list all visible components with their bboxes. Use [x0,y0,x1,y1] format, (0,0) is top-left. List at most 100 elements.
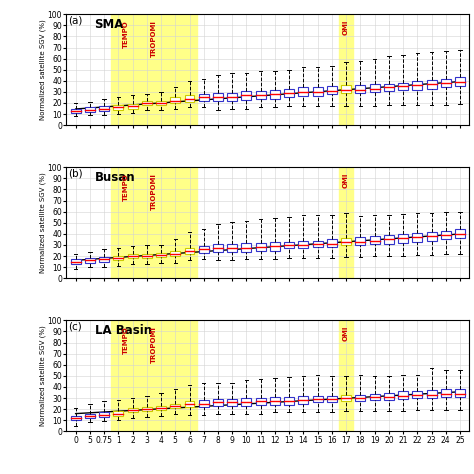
Bar [455,229,465,238]
Bar [140,320,168,431]
Bar [111,14,140,125]
Bar [170,403,180,408]
Bar [412,233,422,242]
Bar [170,98,180,103]
Text: OMI: OMI [343,20,349,35]
Text: Busan: Busan [94,171,135,183]
Bar [339,320,353,431]
Bar [199,400,209,407]
Bar [213,244,223,252]
Y-axis label: Normalized satellite SGV (%): Normalized satellite SGV (%) [40,173,46,273]
Bar [71,259,81,264]
Bar [327,396,337,402]
Bar [156,253,166,257]
Bar [441,230,451,239]
Bar [170,251,180,256]
Bar [168,14,197,125]
Bar [341,238,351,245]
Bar [441,79,451,87]
Bar [213,93,223,101]
Bar [370,236,380,244]
Bar [111,167,140,278]
Bar [339,167,353,278]
Bar [427,80,437,89]
Bar [412,392,422,398]
Bar [241,243,251,252]
Bar [299,396,309,403]
Bar [199,94,209,101]
Bar [128,104,137,109]
Bar [255,91,265,99]
Text: TEMPO: TEMPO [122,20,128,47]
Bar [327,239,337,247]
Bar [184,248,194,254]
Bar [327,86,337,94]
Bar [339,14,353,125]
Bar [455,77,465,86]
Bar [341,85,351,93]
Bar [99,412,109,417]
Bar [299,240,309,248]
Bar [227,399,237,406]
Text: LA Basin: LA Basin [94,324,152,337]
Bar [384,392,394,400]
Text: TEMPO: TEMPO [122,326,128,354]
Y-axis label: Normalized satellite SGV (%): Normalized satellite SGV (%) [40,326,46,426]
Bar [313,240,323,247]
Bar [398,392,408,399]
Bar [99,106,109,111]
Bar [313,87,323,96]
Text: TROPOMI: TROPOMI [151,326,157,363]
Bar [341,395,351,401]
Bar [255,398,265,405]
Bar [111,320,140,431]
Bar [184,401,194,407]
Bar [441,389,451,397]
Text: TROPOMI: TROPOMI [151,173,157,210]
Bar [412,81,422,90]
Bar [270,90,280,99]
Bar [313,396,323,402]
Bar [142,254,152,258]
Text: OMI: OMI [343,173,349,188]
Bar [384,235,394,244]
Bar [299,87,309,96]
Bar [71,109,81,113]
Bar [227,93,237,101]
Bar [140,167,168,278]
Y-axis label: Normalized satellite SGV (%): Normalized satellite SGV (%) [40,19,46,120]
Text: TROPOMI: TROPOMI [151,20,157,56]
Bar [85,414,95,418]
Bar [241,91,251,100]
Bar [284,242,294,248]
Bar [140,14,168,125]
Bar [85,108,95,112]
Bar [227,244,237,252]
Bar [71,416,81,420]
Bar [113,105,123,109]
Bar [427,232,437,240]
Text: (a): (a) [68,15,83,25]
Bar [168,167,197,278]
Bar [113,411,123,416]
Bar [128,408,137,412]
Text: (b): (b) [68,168,83,178]
Bar [455,389,465,397]
Bar [356,395,365,401]
Bar [113,256,123,261]
Bar [370,393,380,400]
Bar [142,101,152,105]
Bar [128,254,137,258]
Text: (c): (c) [68,321,82,331]
Bar [241,398,251,406]
Bar [398,83,408,90]
Text: TEMPO: TEMPO [122,173,128,201]
Bar [184,95,194,102]
Bar [99,257,109,262]
Bar [156,101,166,105]
Bar [398,234,408,243]
Bar [142,407,152,411]
Bar [270,397,280,405]
Bar [199,246,209,253]
Bar [168,320,197,431]
